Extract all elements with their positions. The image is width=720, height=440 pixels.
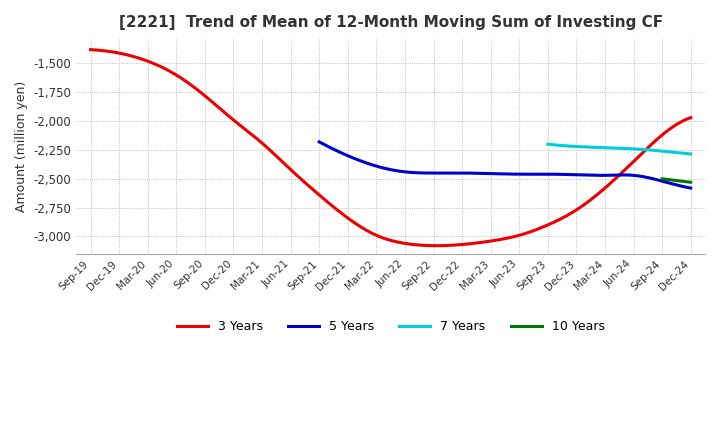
Legend: 3 Years, 5 Years, 7 Years, 10 Years: 3 Years, 5 Years, 7 Years, 10 Years — [171, 315, 610, 338]
Y-axis label: Amount (million yen): Amount (million yen) — [15, 81, 28, 212]
Title: [2221]  Trend of Mean of 12-Month Moving Sum of Investing CF: [2221] Trend of Mean of 12-Month Moving … — [119, 15, 662, 30]
